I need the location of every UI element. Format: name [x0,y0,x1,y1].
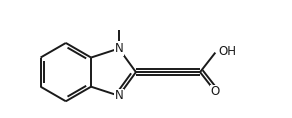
Text: OH: OH [219,45,237,58]
Text: O: O [211,85,220,98]
Text: N: N [114,89,123,102]
Text: N: N [114,42,123,55]
